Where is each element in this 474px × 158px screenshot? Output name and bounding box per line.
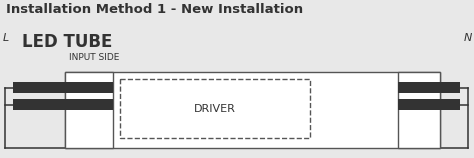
Bar bbox=[13, 99, 113, 110]
Text: N: N bbox=[464, 33, 473, 43]
Bar bbox=[13, 82, 113, 93]
Bar bbox=[65, 72, 440, 148]
Text: DRIVER: DRIVER bbox=[194, 103, 236, 113]
Text: LED TUBE: LED TUBE bbox=[22, 33, 112, 51]
Text: INPUT SIDE: INPUT SIDE bbox=[69, 53, 119, 62]
Bar bbox=[398, 72, 440, 148]
Text: Installation Method 1 - New Installation: Installation Method 1 - New Installation bbox=[6, 3, 303, 16]
Bar bbox=[65, 72, 113, 148]
Bar bbox=[120, 79, 310, 138]
Text: L: L bbox=[3, 33, 9, 43]
Bar bbox=[398, 99, 460, 110]
Bar bbox=[398, 82, 460, 93]
